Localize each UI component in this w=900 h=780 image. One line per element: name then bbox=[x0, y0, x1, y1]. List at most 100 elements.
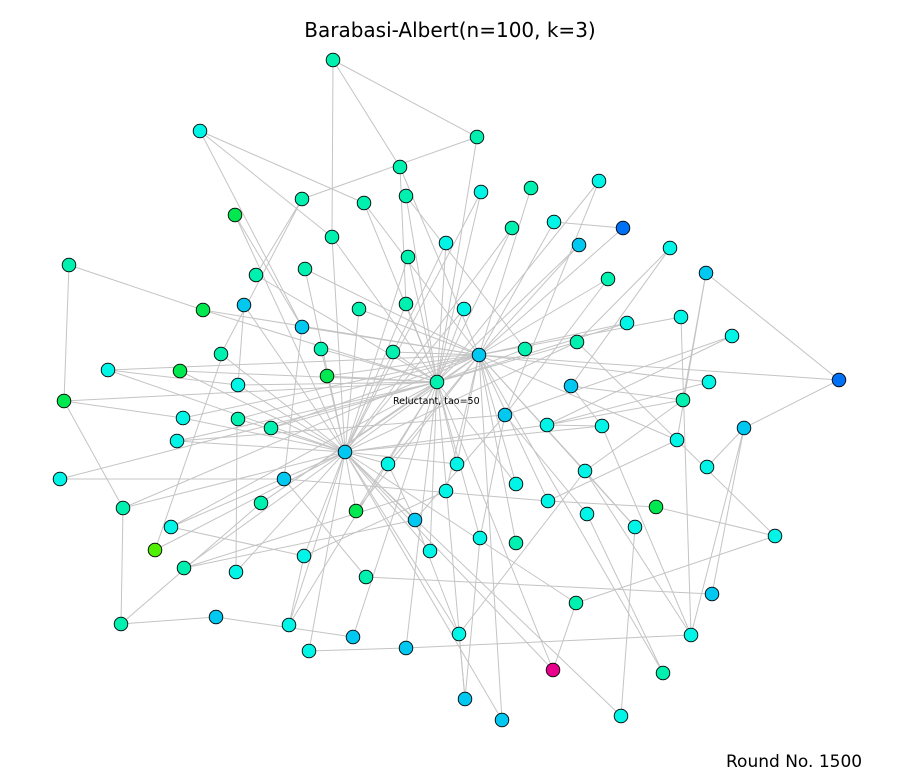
graph-node-30 bbox=[673, 309, 689, 325]
graph-node-37 bbox=[471, 347, 487, 363]
graph-edge bbox=[363, 202, 480, 356]
graph-edge bbox=[414, 519, 460, 635]
graph-edge bbox=[344, 451, 431, 552]
graph-edge bbox=[405, 195, 438, 383]
graph-node-88 bbox=[208, 609, 224, 625]
graph-node-11 bbox=[504, 220, 520, 236]
graph-node-33 bbox=[569, 334, 585, 350]
graph-node-10 bbox=[227, 207, 243, 223]
graph-edge bbox=[547, 500, 657, 508]
graph-edge bbox=[743, 379, 840, 429]
graph-edge bbox=[183, 354, 480, 569]
graph-edge bbox=[283, 326, 303, 480]
graph-edge bbox=[546, 381, 710, 426]
graph-edge bbox=[478, 187, 532, 356]
graph-node-15 bbox=[662, 240, 678, 256]
graph-node-35 bbox=[313, 341, 329, 357]
graph-edge bbox=[344, 341, 578, 453]
graph-node-61 bbox=[577, 463, 593, 479]
graph-node-26 bbox=[351, 301, 367, 317]
graph-node-56 bbox=[169, 433, 185, 449]
graph-edge bbox=[344, 451, 357, 512]
graph-edge bbox=[344, 451, 389, 465]
graph-edge bbox=[243, 304, 346, 453]
graph-edge bbox=[332, 59, 478, 138]
graph-node-63 bbox=[52, 471, 68, 487]
graph-node-14 bbox=[571, 237, 587, 253]
graph-edge bbox=[122, 451, 346, 509]
graph-edge bbox=[270, 381, 438, 429]
graph-edge bbox=[235, 419, 238, 573]
graph-edge bbox=[399, 166, 407, 305]
graph-edge bbox=[706, 427, 745, 468]
graph-edge bbox=[436, 180, 600, 383]
graph-edge bbox=[620, 526, 636, 717]
graph-node-22 bbox=[297, 261, 313, 277]
graph-node-36 bbox=[385, 344, 401, 360]
graph-node-97 bbox=[457, 691, 473, 707]
graph-node-50 bbox=[230, 411, 246, 427]
graph-edge bbox=[504, 180, 600, 416]
graph-edge bbox=[63, 381, 438, 402]
graph-edge bbox=[570, 385, 684, 401]
graph-edge bbox=[237, 381, 438, 386]
graph-node-31 bbox=[724, 328, 740, 344]
graph-node-47 bbox=[56, 393, 72, 409]
graph-node-19 bbox=[698, 265, 714, 281]
graph-edge bbox=[586, 513, 664, 674]
graph-edge bbox=[676, 272, 707, 441]
graph-edge bbox=[546, 335, 733, 426]
graph-edge bbox=[344, 227, 513, 453]
graph-edge bbox=[344, 451, 622, 717]
graph-node-82 bbox=[176, 560, 192, 576]
graph-edge bbox=[584, 399, 684, 472]
graph-edge bbox=[288, 451, 346, 626]
graph-edge bbox=[458, 470, 586, 635]
graph-node-13 bbox=[615, 220, 631, 236]
graph-node-2 bbox=[469, 129, 485, 145]
graph-node-59 bbox=[380, 456, 396, 472]
graph-edge bbox=[63, 400, 124, 509]
graph-edge bbox=[344, 303, 407, 453]
graph-node-41 bbox=[319, 368, 335, 384]
graph-node-29 bbox=[619, 315, 635, 331]
graph-node-94 bbox=[398, 640, 414, 656]
graph-edge bbox=[405, 634, 692, 649]
graph-edge bbox=[344, 451, 503, 721]
graph-edge bbox=[331, 236, 346, 453]
graph-edge bbox=[107, 354, 480, 371]
graph-edge bbox=[479, 414, 506, 539]
graph-node-45 bbox=[701, 374, 717, 390]
graph-node-27 bbox=[398, 296, 414, 312]
graph-edge bbox=[344, 451, 577, 604]
graph-edge bbox=[170, 381, 438, 528]
graph-edge bbox=[436, 341, 578, 383]
graph-node-20 bbox=[61, 257, 77, 273]
graph-node-0 bbox=[325, 52, 341, 68]
graph-node-92 bbox=[345, 629, 361, 645]
graph-edge bbox=[392, 351, 480, 356]
graph-edge bbox=[326, 354, 480, 377]
graph-node-42 bbox=[429, 374, 445, 390]
graph-edge bbox=[478, 278, 609, 356]
graph-node-46 bbox=[831, 372, 847, 388]
graph-node-84 bbox=[358, 569, 374, 585]
graph-edge bbox=[478, 221, 555, 356]
graph-edge bbox=[344, 256, 409, 453]
graph-node-21 bbox=[248, 267, 264, 283]
graph-node-54 bbox=[594, 418, 610, 434]
graph-edge bbox=[283, 478, 549, 502]
graph-edge bbox=[436, 227, 513, 383]
graph-edge bbox=[344, 191, 482, 453]
graph-edge bbox=[436, 381, 517, 485]
graph-node-62 bbox=[699, 459, 715, 475]
graph-node-80 bbox=[422, 543, 438, 559]
graph-edge bbox=[552, 602, 577, 671]
graph-node-96 bbox=[655, 665, 671, 681]
graph-node-58 bbox=[337, 444, 353, 460]
graph-node-6 bbox=[473, 184, 489, 200]
graph-edge bbox=[183, 519, 416, 569]
graph-edge bbox=[478, 354, 517, 485]
graph-node-77 bbox=[147, 542, 163, 558]
